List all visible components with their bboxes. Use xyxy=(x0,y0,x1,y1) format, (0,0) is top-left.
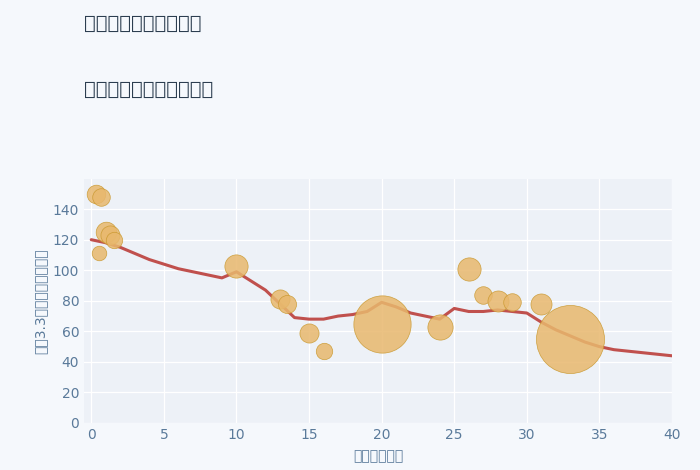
Point xyxy=(281,300,293,308)
Point xyxy=(463,265,475,273)
Point xyxy=(93,250,104,257)
Point xyxy=(100,228,111,236)
Point xyxy=(90,190,101,197)
Point xyxy=(507,298,518,306)
Point xyxy=(96,193,107,201)
Point xyxy=(104,231,116,239)
Point xyxy=(376,320,387,328)
Point xyxy=(303,329,314,337)
Point xyxy=(318,347,329,355)
Text: 兵庫県宝塚市山本南の: 兵庫県宝塚市山本南の xyxy=(84,14,202,33)
Point xyxy=(109,236,120,243)
Point xyxy=(434,323,445,330)
Text: 築年数別中古戸建て価格: 築年数別中古戸建て価格 xyxy=(84,80,214,99)
Point xyxy=(565,335,576,343)
X-axis label: 築年数（年）: 築年数（年） xyxy=(353,449,403,463)
Point xyxy=(231,262,242,269)
Point xyxy=(492,297,503,305)
Point xyxy=(274,296,286,303)
Point xyxy=(477,291,489,298)
Y-axis label: 坪（3.3㎡）単価（万円）: 坪（3.3㎡）単価（万円） xyxy=(33,248,47,353)
Point xyxy=(536,300,547,308)
